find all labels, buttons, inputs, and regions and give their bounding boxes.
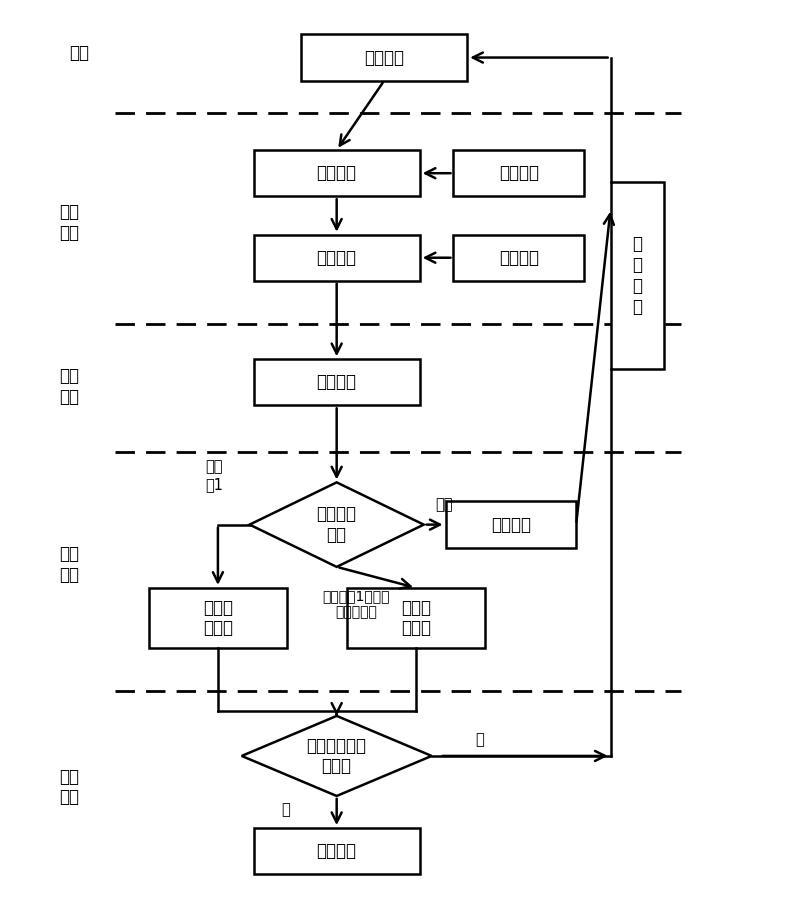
Text: 其它: 其它 [436, 497, 453, 513]
Text: 应用
算子: 应用 算子 [59, 768, 79, 806]
FancyBboxPatch shape [254, 828, 420, 875]
Text: 规则匹配: 规则匹配 [317, 249, 357, 267]
Text: 感知输入: 感知输入 [364, 48, 404, 66]
FancyBboxPatch shape [610, 182, 665, 369]
Text: 是: 是 [281, 802, 290, 817]
Text: 输入: 输入 [70, 44, 90, 62]
Polygon shape [242, 716, 432, 796]
Text: 是否为决定转
向算子: 是否为决定转 向算子 [306, 736, 366, 775]
FancyBboxPatch shape [346, 588, 485, 648]
FancyBboxPatch shape [301, 34, 467, 81]
FancyBboxPatch shape [446, 501, 576, 548]
Text: 状态
阐述: 状态 阐述 [59, 203, 79, 242]
FancyBboxPatch shape [254, 150, 420, 197]
Text: 直接选
择算子: 直接选 择算子 [203, 599, 233, 638]
Text: 组块学习: 组块学习 [491, 515, 531, 533]
Text: 选择
算子: 选择 算子 [59, 545, 79, 584]
Text: 选择最
优算子: 选择最 优算子 [401, 599, 431, 638]
FancyBboxPatch shape [149, 588, 287, 648]
Text: 基数
为1: 基数 为1 [205, 460, 223, 492]
Text: 输出动作: 输出动作 [317, 842, 357, 860]
FancyBboxPatch shape [254, 359, 420, 405]
Text: 算子集合: 算子集合 [317, 374, 357, 392]
Text: 算子集合
特征: 算子集合 特征 [317, 506, 357, 544]
FancyBboxPatch shape [454, 150, 584, 197]
Text: 状
态
更
新: 状 态 更 新 [633, 235, 642, 316]
FancyBboxPatch shape [454, 234, 584, 281]
Text: 长期记忆: 长期记忆 [498, 249, 538, 267]
Text: 建议
算子: 建议 算子 [59, 367, 79, 406]
Text: 基数大于1，且算
子易于比较: 基数大于1，且算 子易于比较 [322, 589, 390, 620]
Polygon shape [250, 482, 424, 567]
Text: 当前状态: 当前状态 [317, 164, 357, 182]
FancyBboxPatch shape [254, 234, 420, 281]
Text: 工作记忆: 工作记忆 [498, 164, 538, 182]
Text: 否: 否 [474, 733, 483, 747]
